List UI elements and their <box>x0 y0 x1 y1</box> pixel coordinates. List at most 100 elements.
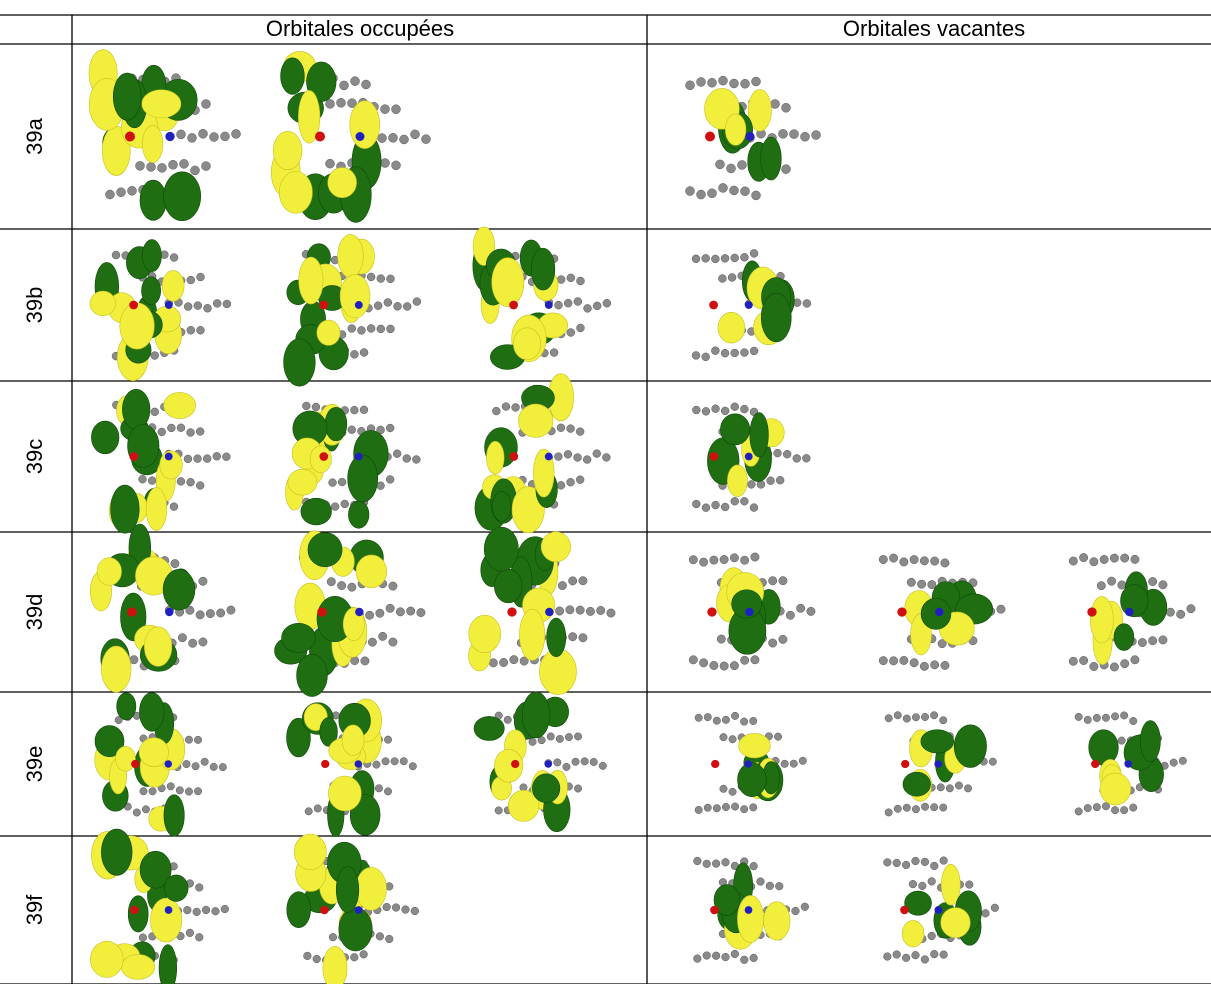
atom <box>388 133 398 143</box>
orbital-lobe <box>163 392 196 419</box>
atom <box>789 129 799 139</box>
orbital-lobe <box>473 716 505 741</box>
row-label: 39f <box>22 894 47 925</box>
atom <box>589 758 598 766</box>
atom <box>1089 557 1099 567</box>
atom <box>719 784 728 793</box>
atom <box>177 633 187 643</box>
atom <box>347 582 357 592</box>
orbital-lobe <box>540 531 571 563</box>
atom <box>899 557 909 567</box>
atom <box>716 634 726 644</box>
atom <box>800 902 809 911</box>
atom-n <box>744 301 753 309</box>
atom <box>499 658 509 667</box>
atom <box>878 656 888 666</box>
atom <box>940 660 950 670</box>
atom <box>366 272 376 282</box>
orbital-lobe <box>158 944 178 984</box>
atom <box>226 605 236 615</box>
atom <box>749 953 758 963</box>
atom <box>1137 638 1147 648</box>
atom <box>421 134 431 144</box>
atom <box>750 552 760 562</box>
atom <box>740 497 749 506</box>
atom <box>749 862 758 871</box>
atom <box>1148 577 1158 587</box>
atom <box>964 784 972 793</box>
atom <box>1096 581 1106 591</box>
atom <box>388 581 398 591</box>
atom <box>573 453 582 462</box>
atom <box>556 275 566 284</box>
atom <box>927 877 936 886</box>
atom <box>701 407 711 416</box>
atom <box>184 735 193 744</box>
atom <box>127 186 137 196</box>
orbital-lobe <box>494 749 524 783</box>
atom <box>380 104 390 114</box>
atom <box>410 129 420 140</box>
atom-o <box>1087 607 1097 617</box>
atom-n <box>744 760 752 768</box>
atom <box>930 950 939 959</box>
atom <box>893 804 902 813</box>
atom <box>116 187 126 197</box>
atom <box>222 452 231 461</box>
atom <box>702 951 711 960</box>
atom <box>372 760 381 769</box>
atom <box>927 580 937 590</box>
atom <box>412 297 422 306</box>
atom <box>1079 656 1089 665</box>
atom <box>578 576 588 586</box>
atom <box>920 857 929 866</box>
atom <box>1120 659 1130 669</box>
orbital-lobe <box>486 441 505 475</box>
molecule-image <box>286 698 417 837</box>
atom <box>936 783 945 792</box>
atom <box>222 299 232 309</box>
atom <box>196 272 205 282</box>
atom <box>528 737 537 746</box>
atom <box>185 928 194 937</box>
atom <box>386 274 395 284</box>
orbital-lobe <box>327 167 357 198</box>
atom <box>1158 635 1168 645</box>
atom <box>1079 553 1089 563</box>
atom-o <box>129 452 139 461</box>
atom <box>1101 802 1110 811</box>
atom <box>376 425 385 435</box>
atom <box>728 735 737 744</box>
atom <box>1092 713 1101 722</box>
atom <box>889 656 899 666</box>
atom <box>555 734 564 743</box>
atom <box>185 605 195 615</box>
atom <box>727 273 737 282</box>
atom <box>399 757 408 766</box>
atom-o <box>710 905 719 915</box>
atom <box>721 803 730 811</box>
atom <box>1089 662 1099 671</box>
molecule-image <box>89 239 232 382</box>
orbital-lobe <box>122 389 151 430</box>
orbital-lobe <box>138 737 169 768</box>
atom <box>715 159 725 170</box>
orbital-lobe <box>142 125 164 163</box>
atom <box>892 950 901 959</box>
atom <box>325 99 335 109</box>
orbital-lobe <box>280 57 305 95</box>
table-grid <box>0 14 1211 984</box>
atom <box>376 274 386 283</box>
orbital-lobe <box>150 897 183 943</box>
atom <box>359 950 368 959</box>
atom <box>575 427 585 436</box>
atom <box>186 428 195 437</box>
orbital-lobe <box>139 850 172 889</box>
atom <box>573 297 583 306</box>
molecule-image <box>692 402 811 512</box>
orbital-lobe <box>163 874 189 902</box>
atom <box>939 950 948 959</box>
atom <box>383 298 393 307</box>
atom <box>718 274 727 283</box>
atom <box>781 103 791 113</box>
